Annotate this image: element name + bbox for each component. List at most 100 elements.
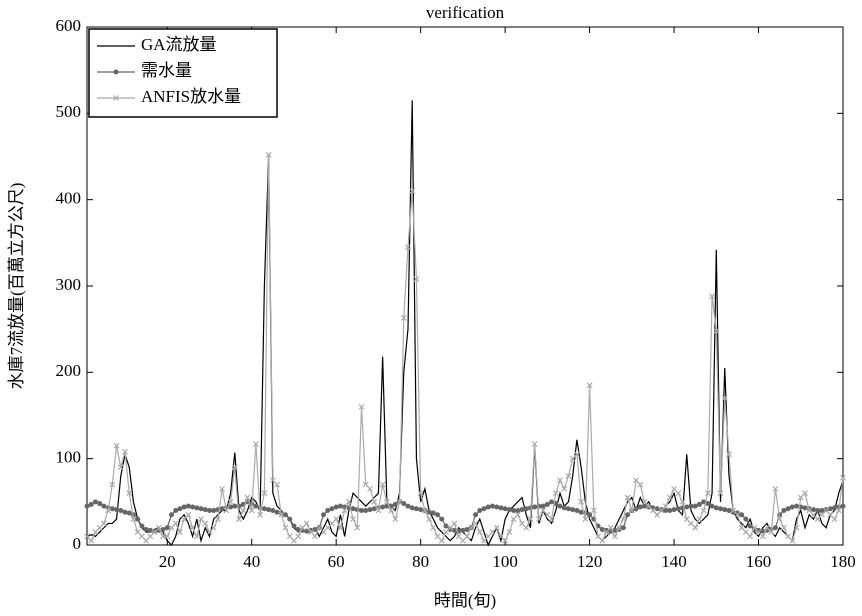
point — [738, 524, 745, 531]
legend-box — [88, 28, 278, 118]
point — [511, 507, 517, 513]
point — [671, 507, 677, 513]
point — [143, 526, 149, 532]
point — [430, 510, 436, 516]
point — [506, 507, 512, 513]
point — [227, 498, 234, 505]
point — [789, 537, 796, 544]
point — [827, 511, 834, 518]
x-tick-label: 60 — [328, 552, 345, 571]
point — [206, 507, 212, 513]
point — [138, 533, 145, 540]
point — [278, 511, 285, 518]
point — [350, 516, 357, 523]
y-tick-label: 100 — [56, 448, 82, 467]
point — [291, 537, 297, 544]
point — [595, 533, 601, 540]
point — [185, 511, 192, 518]
point — [540, 503, 546, 509]
legend-label: GA流放量 — [141, 35, 217, 54]
point — [755, 529, 762, 535]
point — [359, 507, 365, 513]
point — [269, 477, 276, 484]
point — [443, 529, 449, 535]
point — [181, 516, 188, 523]
point — [337, 503, 343, 509]
point — [261, 506, 267, 512]
point — [392, 501, 398, 507]
series — [86, 100, 844, 547]
point — [151, 529, 158, 535]
x-tick-label: 180 — [830, 552, 856, 571]
point — [282, 524, 289, 531]
point — [565, 473, 572, 479]
point — [324, 524, 331, 531]
point — [223, 507, 230, 514]
point — [523, 524, 530, 531]
point — [122, 448, 128, 455]
point — [439, 516, 445, 522]
point — [189, 524, 196, 531]
point — [667, 507, 673, 513]
y-axis-label: 水庫7流放量(百萬立方公尺) — [7, 183, 26, 390]
point — [683, 516, 690, 523]
point — [768, 529, 775, 535]
point — [367, 507, 373, 513]
point — [747, 533, 754, 540]
chart-title: verification — [426, 3, 505, 22]
point — [679, 498, 686, 505]
point — [451, 520, 458, 527]
point — [345, 498, 352, 505]
point — [459, 537, 466, 544]
point — [688, 503, 694, 509]
point — [654, 506, 660, 512]
point — [333, 516, 340, 523]
point — [739, 512, 745, 518]
point — [481, 537, 487, 544]
x-tick-label: 20 — [159, 552, 176, 571]
point — [211, 507, 217, 513]
point — [202, 507, 208, 513]
point — [620, 516, 627, 523]
point — [772, 525, 778, 531]
point — [232, 503, 238, 509]
point — [540, 507, 547, 514]
point — [358, 403, 365, 410]
point — [527, 516, 534, 523]
point — [481, 506, 487, 512]
point — [210, 524, 217, 531]
point — [430, 524, 437, 531]
point — [380, 504, 386, 510]
point — [257, 511, 264, 518]
point — [696, 501, 702, 507]
point — [612, 533, 618, 540]
x-tick-label: 40 — [243, 552, 260, 571]
point — [92, 499, 98, 505]
point — [417, 490, 424, 497]
point — [776, 516, 783, 523]
point — [143, 537, 150, 544]
point — [730, 507, 737, 514]
point — [814, 516, 821, 523]
point — [375, 507, 382, 514]
point — [413, 276, 420, 283]
point — [751, 524, 758, 531]
point — [405, 503, 411, 509]
point — [147, 527, 153, 533]
point — [573, 451, 580, 458]
point — [409, 188, 416, 194]
point — [747, 523, 753, 529]
point — [354, 524, 361, 531]
point — [244, 494, 251, 501]
point — [785, 533, 792, 540]
point — [734, 511, 741, 518]
point — [405, 244, 411, 251]
point — [236, 516, 242, 523]
point — [633, 506, 639, 512]
legend-label: 需水量 — [141, 61, 192, 80]
x-tick-label: 80 — [412, 552, 429, 571]
point — [548, 516, 555, 523]
point — [722, 507, 728, 513]
point — [535, 516, 542, 523]
